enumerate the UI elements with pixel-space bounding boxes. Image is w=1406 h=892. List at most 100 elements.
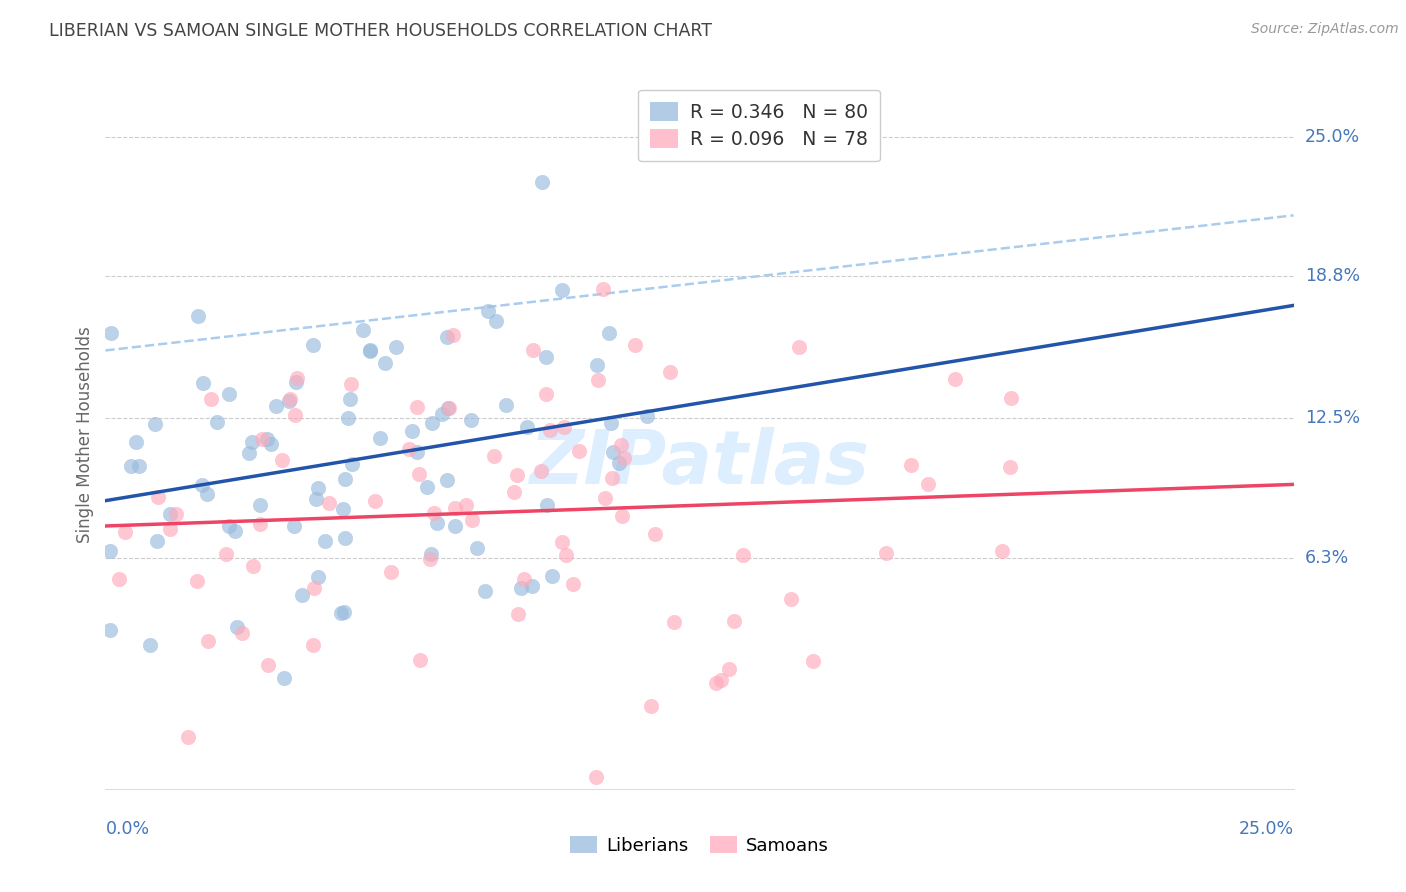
Point — [186, 574, 208, 589]
Point — [607, 456, 630, 470]
Point — [242, 558, 264, 573]
Point — [359, 343, 381, 358]
Point — [502, 484, 524, 499]
Point — [550, 283, 572, 297]
Point — [138, 638, 160, 652]
Point — [340, 376, 363, 391]
Point — [364, 493, 387, 508]
Point — [522, 343, 544, 357]
Point — [307, 570, 329, 584]
Point — [419, 551, 441, 566]
Text: ZIPatlas: ZIPatlas — [530, 426, 869, 500]
Point — [998, 460, 1021, 475]
Point — [215, 547, 238, 561]
Point — [991, 544, 1014, 558]
Point — [437, 401, 460, 416]
Point — [159, 507, 181, 521]
Point — [226, 620, 249, 634]
Point — [406, 400, 429, 414]
Point — [610, 438, 633, 452]
Point — [218, 386, 240, 401]
Point — [307, 481, 329, 495]
Point — [165, 508, 187, 522]
Point — [585, 770, 607, 784]
Point — [380, 565, 402, 579]
Point — [437, 401, 460, 415]
Point — [336, 411, 359, 425]
Y-axis label: Single Mother Households: Single Mother Households — [76, 326, 94, 543]
Point — [120, 458, 142, 473]
Point — [408, 467, 430, 481]
Point — [406, 445, 429, 459]
Point — [422, 506, 444, 520]
Point — [305, 491, 328, 506]
Point — [231, 626, 253, 640]
Point — [398, 442, 420, 457]
Point — [359, 343, 381, 357]
Point — [787, 340, 810, 354]
Point — [644, 527, 666, 541]
Point — [561, 577, 583, 591]
Point — [200, 392, 222, 407]
Point — [114, 525, 136, 540]
Point — [416, 480, 439, 494]
Point — [474, 583, 496, 598]
Point — [553, 420, 575, 434]
Point — [461, 513, 484, 527]
Point — [218, 519, 240, 533]
Point — [98, 624, 121, 638]
Point — [917, 477, 939, 491]
Point — [613, 451, 636, 466]
Point — [273, 671, 295, 685]
Point — [224, 524, 246, 539]
Point — [291, 589, 314, 603]
Point — [207, 415, 229, 429]
Point — [108, 572, 131, 586]
Point — [260, 437, 283, 451]
Point — [332, 502, 354, 516]
Point — [315, 534, 337, 549]
Point — [538, 423, 561, 437]
Point — [704, 676, 727, 690]
Point — [159, 522, 181, 536]
Point — [191, 478, 214, 492]
Point — [513, 572, 536, 586]
Point — [731, 548, 754, 562]
Point — [302, 338, 325, 352]
Point — [197, 633, 219, 648]
Point — [482, 450, 505, 464]
Point — [340, 457, 363, 471]
Point — [191, 376, 214, 391]
Point — [409, 653, 432, 667]
Point — [443, 501, 465, 516]
Point — [238, 446, 260, 460]
Point — [125, 434, 148, 449]
Point — [623, 338, 645, 352]
Point — [385, 340, 408, 354]
Point — [420, 416, 443, 430]
Point — [278, 394, 301, 409]
Point — [495, 398, 517, 412]
Point — [554, 548, 576, 562]
Point — [444, 519, 467, 533]
Point — [432, 408, 454, 422]
Point — [187, 309, 209, 323]
Point — [333, 531, 356, 545]
Point — [586, 373, 609, 387]
Point — [146, 534, 169, 549]
Point — [600, 471, 623, 485]
Legend: Liberians, Samoans: Liberians, Samoans — [562, 830, 837, 862]
Point — [264, 399, 287, 413]
Point — [640, 698, 662, 713]
Point — [595, 491, 617, 506]
Point — [636, 409, 658, 423]
Point — [598, 326, 620, 341]
Point — [551, 534, 574, 549]
Point — [612, 509, 634, 524]
Point — [536, 498, 558, 512]
Text: 25.0%: 25.0% — [1239, 820, 1294, 838]
Point — [250, 432, 273, 446]
Point — [530, 175, 553, 189]
Point — [284, 376, 307, 390]
Point — [352, 323, 374, 337]
